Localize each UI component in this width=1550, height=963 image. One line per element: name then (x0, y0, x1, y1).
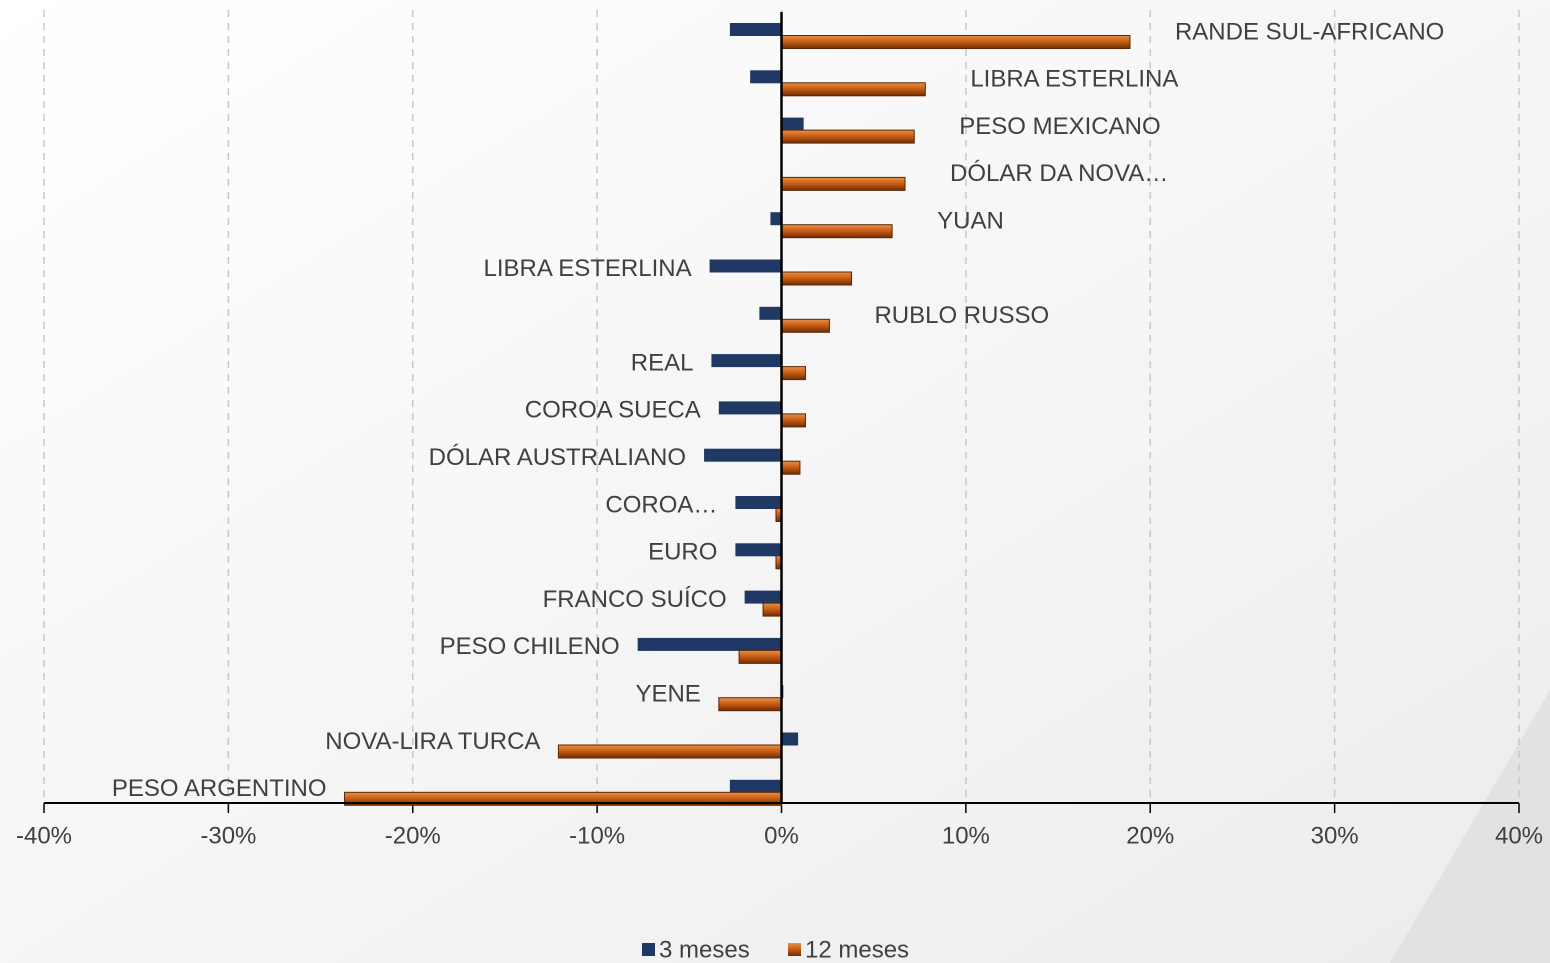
category-label: PESO ARGENTINO (112, 775, 327, 802)
bar (735, 543, 782, 557)
legend-swatch (642, 943, 655, 956)
bar (744, 590, 782, 604)
category-label: DÓLAR DA NOVA… (950, 160, 1168, 187)
bar (759, 306, 782, 320)
x-tick-label: 20% (1126, 822, 1174, 849)
bar (770, 212, 782, 226)
bar (781, 82, 926, 97)
category-label: DÓLAR AUSTRALIANO (429, 444, 686, 471)
bar (781, 117, 804, 131)
category-label: COROA… (605, 491, 717, 518)
bar (781, 35, 1131, 49)
x-tick-label: 30% (1311, 822, 1359, 849)
bar (781, 176, 906, 191)
x-tick-label: -40% (16, 822, 72, 849)
bar (711, 354, 782, 368)
category-label: NOVA-LIRA TURCA (325, 728, 540, 755)
decoration (1390, 690, 1550, 963)
bar (781, 224, 893, 239)
category-label: YENE (635, 681, 700, 708)
legend-label: 3 meses (659, 936, 750, 963)
bar (557, 744, 782, 759)
category-label: LIBRA ESTERLINA (970, 66, 1178, 93)
category-label: REAL (631, 349, 694, 376)
x-tick-label: 40% (1495, 822, 1543, 849)
category-label: FRANCO SUÍCO (543, 586, 727, 613)
category-label: PESO CHILENO (440, 633, 620, 660)
bar (704, 448, 782, 462)
x-tick-label: -30% (200, 822, 256, 849)
bar (750, 70, 782, 84)
bar (762, 602, 782, 617)
category-label: PESO MEXICANO (959, 113, 1160, 140)
bar (781, 318, 830, 333)
bar (637, 637, 782, 651)
category-label: LIBRA ESTERLINA (484, 255, 692, 282)
bar (781, 366, 806, 381)
bar (709, 259, 782, 273)
bar (738, 649, 782, 664)
bar (718, 401, 782, 415)
bar (781, 460, 801, 475)
bar (718, 697, 782, 712)
bar (729, 23, 782, 36)
x-tick-label: 0% (764, 822, 799, 849)
category-label: RANDE SUL-AFRICANO (1175, 18, 1444, 45)
bar (735, 496, 782, 509)
bar (729, 779, 782, 793)
legend-swatch (788, 943, 801, 956)
x-tick-label: -10% (569, 822, 625, 849)
category-label: EURO (648, 539, 717, 566)
category-label: YUAN (937, 208, 1004, 235)
category-label: RUBLO RUSSO (874, 302, 1049, 329)
bar (781, 732, 799, 746)
bar (781, 271, 853, 286)
legend-label: 12 meses (805, 936, 909, 963)
bar (781, 413, 806, 428)
x-tick-label: 10% (942, 822, 990, 849)
x-tick-label: -20% (385, 822, 441, 849)
category-label: COROA SUECA (525, 397, 701, 424)
bar (781, 129, 915, 144)
